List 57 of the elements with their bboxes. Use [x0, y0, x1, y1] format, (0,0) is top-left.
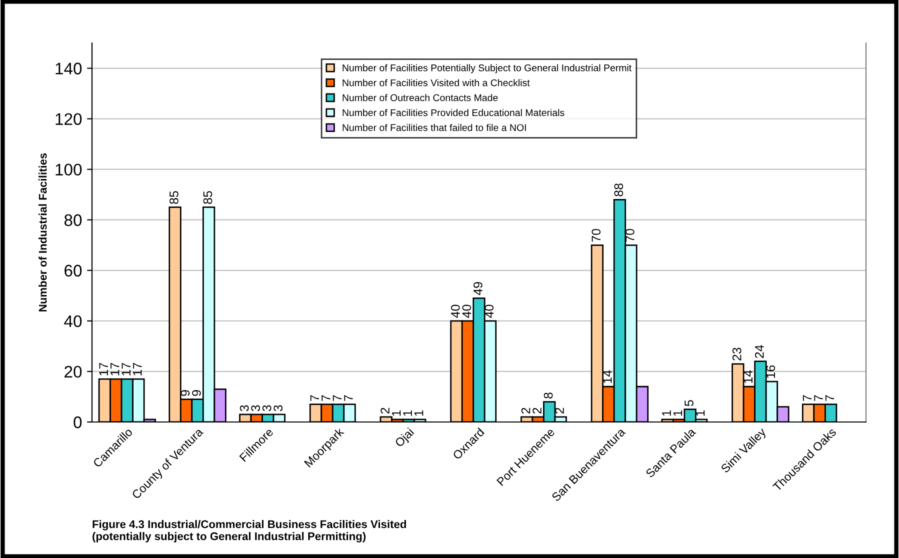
data-label: 3	[274, 405, 283, 412]
data-label: 70	[592, 228, 601, 242]
y-axis-title: Number of Industrial Facilities	[38, 153, 47, 312]
data-label: 3	[262, 405, 272, 412]
data-label: 2	[521, 408, 530, 414]
legend-label: Number of Facilities Provided Educational Materials	[342, 108, 564, 116]
data-label: 24	[754, 345, 764, 358]
legend-label: Number of Facilities that failed to file a NOI	[342, 124, 526, 132]
data-label: 14	[744, 370, 752, 383]
data-label: 7	[322, 395, 330, 401]
data-label: 40	[450, 304, 460, 318]
data-label: 5	[684, 400, 694, 406]
data-label: 88	[614, 184, 624, 196]
data-label: 17	[133, 362, 142, 376]
data-label: 1	[662, 410, 671, 416]
data-label: 17	[99, 362, 108, 376]
y-tick-label: 0	[74, 416, 82, 428]
data-label: 40	[484, 304, 494, 318]
data-label: 9	[192, 390, 201, 396]
data-label: 1	[392, 410, 401, 416]
data-label: 7	[814, 395, 823, 401]
y-tick-label: 100	[56, 164, 82, 176]
data-label: 7	[344, 395, 353, 401]
data-label: 14	[603, 370, 612, 383]
data-label: 7	[332, 395, 342, 401]
data-label: 8	[544, 392, 553, 398]
data-label: 17	[110, 362, 120, 376]
data-label: 23	[732, 348, 742, 360]
x-tick-label: Ojai	[394, 427, 416, 450]
data-label: 2	[380, 408, 390, 414]
data-label: 16	[766, 365, 776, 378]
y-tick-label: 60	[64, 264, 82, 277]
y-tick-label: 140	[56, 62, 82, 74]
data-label: 3	[240, 405, 249, 412]
data-label: 1	[673, 410, 682, 416]
data-label: 7	[310, 395, 319, 401]
legend-label: Number of Outreach Contacts Made	[342, 94, 498, 102]
data-label: 7	[825, 395, 834, 401]
data-label: 49	[474, 282, 482, 296]
data-label: 7	[802, 395, 812, 401]
y-tick-label: 80	[64, 214, 82, 226]
y-tick-label: 120	[56, 113, 82, 126]
data-label: 3	[251, 405, 260, 412]
data-label: 2	[532, 408, 542, 414]
caption: Figure 4.3 Industrial/Commercial Business Facilities Visited (potentially subject to General Industrial Permitting)	[92, 520, 406, 542]
data-label: 1	[403, 410, 412, 416]
legend-label: Number of Facilities Visited with a Checklist	[342, 79, 530, 86]
data-label: 9	[180, 390, 190, 396]
data-label: 85	[170, 191, 178, 204]
data-label: 40	[462, 304, 472, 318]
data-label: 1	[696, 410, 705, 416]
data-label: 1	[414, 410, 424, 416]
y-tick-label: 40	[64, 315, 82, 328]
data-label: 17	[122, 362, 130, 376]
legend-label: Number of Facilities Potentially Subject to General Industrial Permit	[342, 64, 632, 74]
data-label: 85	[203, 191, 212, 204]
y-tick-label: 20	[64, 366, 82, 378]
